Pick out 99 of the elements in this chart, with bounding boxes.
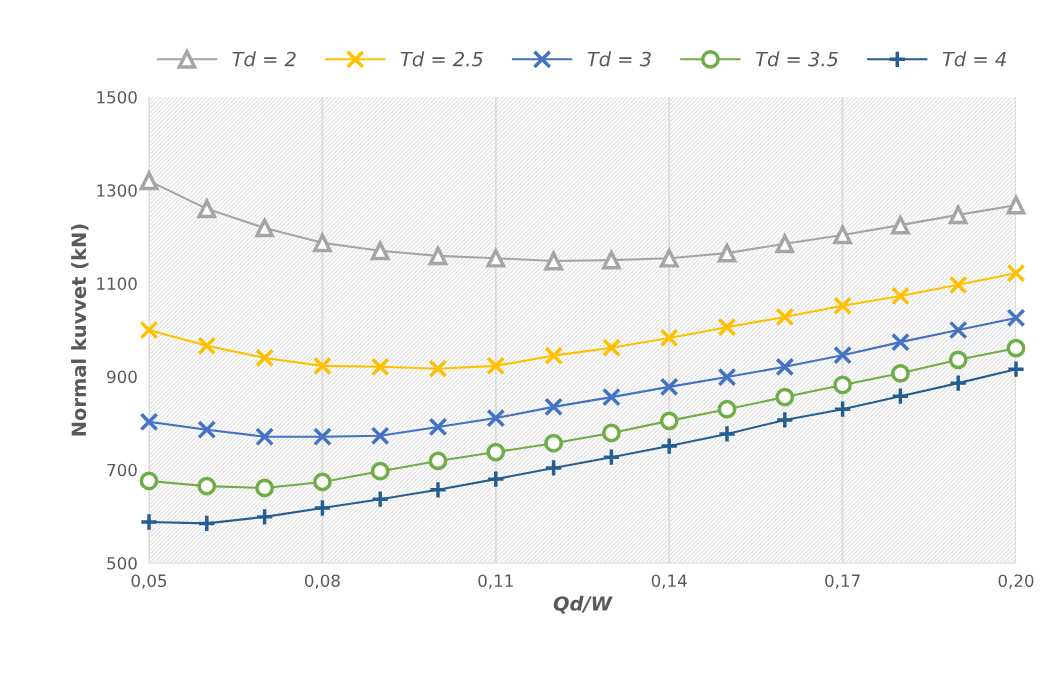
point: [602, 447, 621, 467]
point: [486, 408, 506, 428]
point: [775, 307, 795, 327]
point: [891, 332, 910, 352]
legend-label: Td = 3.5: [755, 51, 838, 67]
y-tick-label: 700: [107, 463, 137, 477]
x-tick-label: 0,11: [478, 574, 513, 589]
x-tick-label: 0,14: [651, 574, 687, 589]
point: [602, 338, 621, 358]
point: [313, 427, 332, 447]
point: [428, 359, 448, 379]
point: [313, 498, 332, 518]
point: [370, 426, 390, 446]
point: [313, 472, 332, 492]
point: [659, 377, 679, 397]
point: [891, 386, 910, 406]
point: [948, 373, 968, 393]
legend-label: Td = 3: [587, 51, 651, 67]
point: [948, 350, 968, 370]
point: [775, 410, 795, 430]
point: [544, 397, 563, 417]
point: [659, 436, 679, 456]
point: [255, 427, 274, 447]
point: [1006, 359, 1026, 379]
point: [139, 320, 159, 340]
point: [370, 241, 390, 261]
point: [833, 345, 852, 365]
point: [832, 223, 853, 245]
x-tick-label: 0,20: [998, 574, 1034, 589]
point: [255, 348, 274, 368]
point: [1005, 193, 1027, 215]
point: [1006, 308, 1026, 328]
point: [544, 458, 563, 478]
point: [255, 507, 274, 527]
point: [717, 424, 737, 444]
point: [602, 387, 621, 407]
x-tick-label: 0,05: [131, 574, 167, 589]
point: [833, 375, 852, 395]
point: [486, 469, 506, 489]
point: [313, 356, 332, 376]
point: [370, 357, 390, 377]
point: [486, 442, 506, 462]
point: [428, 480, 448, 500]
point: [254, 216, 275, 238]
point: [717, 243, 737, 263]
point: [197, 514, 217, 533]
point: [891, 363, 910, 383]
point: [1006, 263, 1026, 283]
point: [948, 320, 968, 340]
point: [775, 357, 795, 377]
legend-label: Td = 2.5: [400, 51, 483, 67]
x-tick-label: 0,17: [825, 574, 860, 589]
point: [1006, 338, 1026, 358]
point: [775, 234, 795, 254]
y-tick-label: 1100: [97, 277, 137, 290]
point: [948, 203, 969, 225]
x-axis-title: Qd/W: [553, 595, 613, 614]
point: [255, 478, 274, 498]
point: [891, 215, 910, 235]
point: [659, 411, 679, 431]
point: [948, 275, 968, 295]
point: [139, 471, 159, 491]
legend-label: Td = 4: [942, 51, 1006, 67]
y-tick-label: 900: [107, 370, 137, 384]
point: [197, 199, 217, 219]
point: [601, 248, 622, 270]
point: [370, 489, 390, 509]
point: [139, 512, 159, 532]
y-axis-title: Normal kuvvet (kN): [71, 224, 89, 436]
point: [717, 367, 737, 387]
point: [486, 248, 506, 268]
point: [138, 169, 160, 191]
x-tick-label: 0,08: [304, 574, 340, 589]
point: [775, 387, 795, 407]
point: [833, 296, 852, 316]
point: [602, 423, 621, 443]
point: [370, 461, 390, 481]
point: [891, 286, 910, 306]
point: [659, 328, 679, 348]
point: [197, 476, 217, 496]
point: [427, 244, 449, 266]
point: [486, 356, 506, 376]
point: [833, 399, 852, 419]
point: [659, 248, 679, 268]
point: [543, 249, 564, 271]
point: [139, 412, 159, 432]
y-tick-label: 1300: [97, 184, 137, 197]
point: [197, 420, 217, 440]
point: [717, 399, 737, 419]
legend-label: Td = 2: [232, 51, 296, 67]
point: [197, 336, 217, 356]
point: [428, 417, 448, 437]
point: [544, 433, 563, 453]
point: [717, 317, 737, 337]
y-tick-label: 500: [107, 556, 137, 570]
point: [544, 346, 563, 366]
y-tick-label: 1500: [97, 90, 137, 104]
point: [313, 233, 332, 253]
point: [428, 451, 448, 471]
